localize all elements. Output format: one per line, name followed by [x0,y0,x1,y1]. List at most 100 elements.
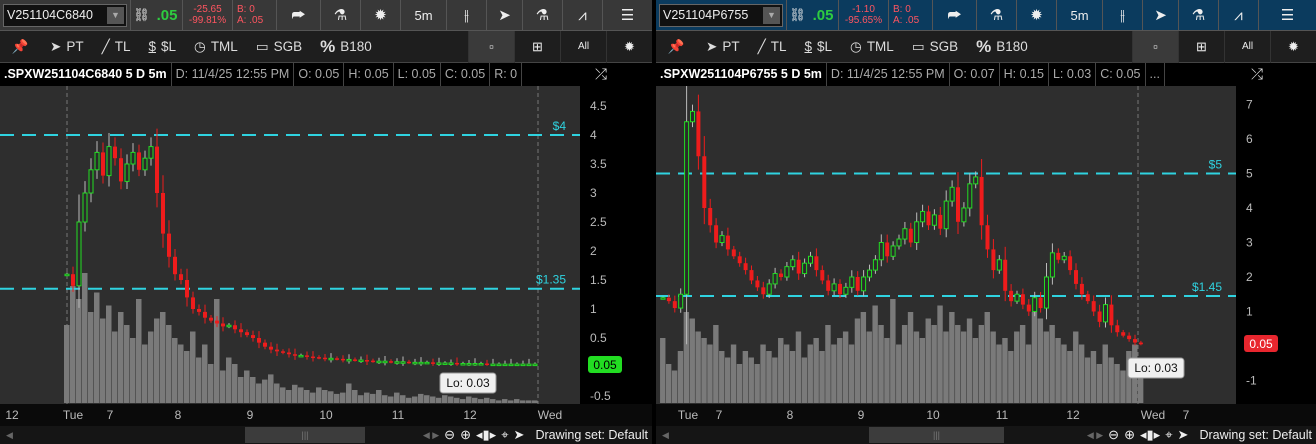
zoom-out-icon[interactable]: ⊖ [444,427,456,442]
all-button[interactable]: All [1224,30,1270,63]
candle [1014,293,1020,302]
candle [896,238,902,247]
zoom-out-icon[interactable]: ⊖ [1108,427,1120,442]
price-tick-label: 7 [1246,98,1253,112]
volume-bar [931,325,937,403]
flask-icon[interactable]: ⚗ [1178,0,1218,31]
volume-bar [819,351,825,403]
clock-icon: ◷ [194,38,206,54]
tool-sgb[interactable]: ▭ SGB [255,38,303,55]
chart-tools: ◀ ▶ ⊖ ⊕ ◂▮▸ ⌖ ➤ Drawing set: Default [423,426,648,444]
volume-bar [262,379,268,403]
tool-price-level[interactable]: $ $L [148,39,177,54]
collapse-icon[interactable]: ⤮ [1250,66,1263,83]
horizontal-scrollbar[interactable]: ◀ ||| ◀ ▶ ⊖ ⊕ ◂▮▸ ⌖ ➤ Drawing set: Defau… [0,426,652,444]
drawing-set-selector[interactable]: Drawing set: Default [1199,428,1312,442]
collapse-icon[interactable]: ⤮ [594,66,607,83]
volume-bar [760,344,766,403]
pin-icon[interactable]: 📌 [667,38,685,54]
cursor-icon[interactable]: ➤ [486,0,522,31]
candle [101,152,105,176]
link-icon[interactable]: ⛓ [130,0,152,31]
scrollbar-thumb[interactable]: ||| [245,427,365,443]
volume-bar [112,331,118,403]
crosshair-icon[interactable]: ⌖ [501,427,509,442]
single-layout-icon[interactable]: ▫ [468,30,514,63]
scroll-left-icon[interactable]: ◀ [6,429,13,440]
tool-sgb[interactable]: ▭ SGB [911,38,959,55]
bar-close: C: 0.05 [1096,63,1146,86]
volume-bar [842,331,849,403]
grid-layout-icon[interactable]: ⊞ [1178,30,1224,63]
volume-bar [274,383,280,403]
gear-icon[interactable]: ✹ [1270,30,1316,63]
price-tick-label: 1.5 [590,273,607,287]
timeframe-button[interactable]: 5m [400,0,446,31]
scrollbar-thumb[interactable]: ||| [869,427,1004,443]
zoom-in-icon[interactable]: ⊕ [460,427,471,442]
link-icon[interactable]: ⛓ [786,0,808,31]
candle-style-icon[interactable]: ⫲ [1102,0,1142,31]
timeframe-button[interactable]: 5m [1056,0,1102,31]
scroll-arrows-icon[interactable]: ◀ ▶ [422,429,440,440]
drawings-icon[interactable]: ⩘ [562,0,602,31]
tool-trendline[interactable]: ╱ TL [757,38,787,55]
settings-gear-icon[interactable]: ✹ [1016,0,1056,31]
candle [814,256,819,271]
pan-icon[interactable]: ◂▮▸ [475,427,497,442]
bar-date: D: 11/4/25 12:55 PM [827,63,950,86]
scroll-left-icon[interactable]: ◀ [662,429,669,440]
pointer-icon[interactable]: ➤ [1177,427,1189,442]
pointer-icon[interactable]: ➤ [513,427,525,442]
candle-style-icon[interactable]: ⫲ [446,0,486,31]
menu-list-icon[interactable]: ☰ [602,0,652,31]
drawings-icon[interactable]: ⩘ [1218,0,1258,31]
grid-layout-icon[interactable]: ⊞ [514,30,560,63]
gear-icon[interactable]: ✹ [606,30,652,63]
scroll-arrows-icon[interactable]: ◀ ▶ [1086,429,1104,440]
volume-bar [1037,318,1044,403]
single-layout-icon[interactable]: ▫ [1132,30,1178,63]
last-price-badge-text: 0.05 [1249,337,1273,351]
tool-price-level[interactable]: $ $L [804,39,833,54]
settings-gear-icon[interactable]: ✹ [360,0,400,31]
horizontal-scrollbar[interactable]: ◀ ||| ◀ ▶ ⊖ ⊕ ◂▮▸ ⌖ ➤ Drawing set: Defau… [656,426,1316,444]
share-icon[interactable]: ⮫ [932,0,976,31]
volume-bar [742,351,749,403]
pin-icon[interactable]: 📌 [11,38,29,54]
tool-time-line[interactable]: ◷ TML [194,38,238,55]
tool-b180[interactable]: % B180 [976,36,1028,56]
studies-flask-icon[interactable]: ⚗ [976,0,1016,31]
all-button[interactable]: All [560,30,606,63]
candle [323,357,327,360]
share-icon[interactable]: ⮫ [276,0,320,31]
tool-time-line[interactable]: ◷ TML [850,38,894,55]
price-tick-label: 2 [590,244,597,258]
candle [684,121,690,295]
tool-price-target[interactable]: ➤ PT [50,38,84,55]
candle [287,352,291,355]
candle [872,259,878,271]
chevron-down-icon[interactable]: ▼ [107,6,124,24]
flask-icon[interactable]: ⚗ [522,0,562,31]
volume-bar [76,299,82,403]
cursor-icon[interactable]: ➤ [1142,0,1178,31]
volume-bar [316,387,322,403]
candle [358,359,364,363]
menu-list-icon[interactable]: ☰ [1258,0,1316,31]
pan-icon[interactable]: ◂▮▸ [1139,427,1161,442]
crosshair-icon[interactable]: ⌖ [1165,427,1173,442]
symbol-input[interactable]: V251104C6840 ▼ [3,3,127,27]
tool-price-target[interactable]: ➤ PT [706,38,740,55]
low-tooltip [1127,357,1185,379]
tool-trendline[interactable]: ╱ TL [101,38,131,55]
tool-b180[interactable]: % B180 [320,36,372,56]
studies-flask-icon[interactable]: ⚗ [320,0,360,31]
zoom-in-icon[interactable]: ⊕ [1124,427,1135,442]
symbol-input[interactable]: V251104P6755 ▼ [659,3,783,27]
chevron-down-icon[interactable]: ▼ [763,6,780,24]
drawing-set-selector[interactable]: Drawing set: Default [535,428,648,442]
last-price-badge-text: 0.05 [593,358,617,372]
